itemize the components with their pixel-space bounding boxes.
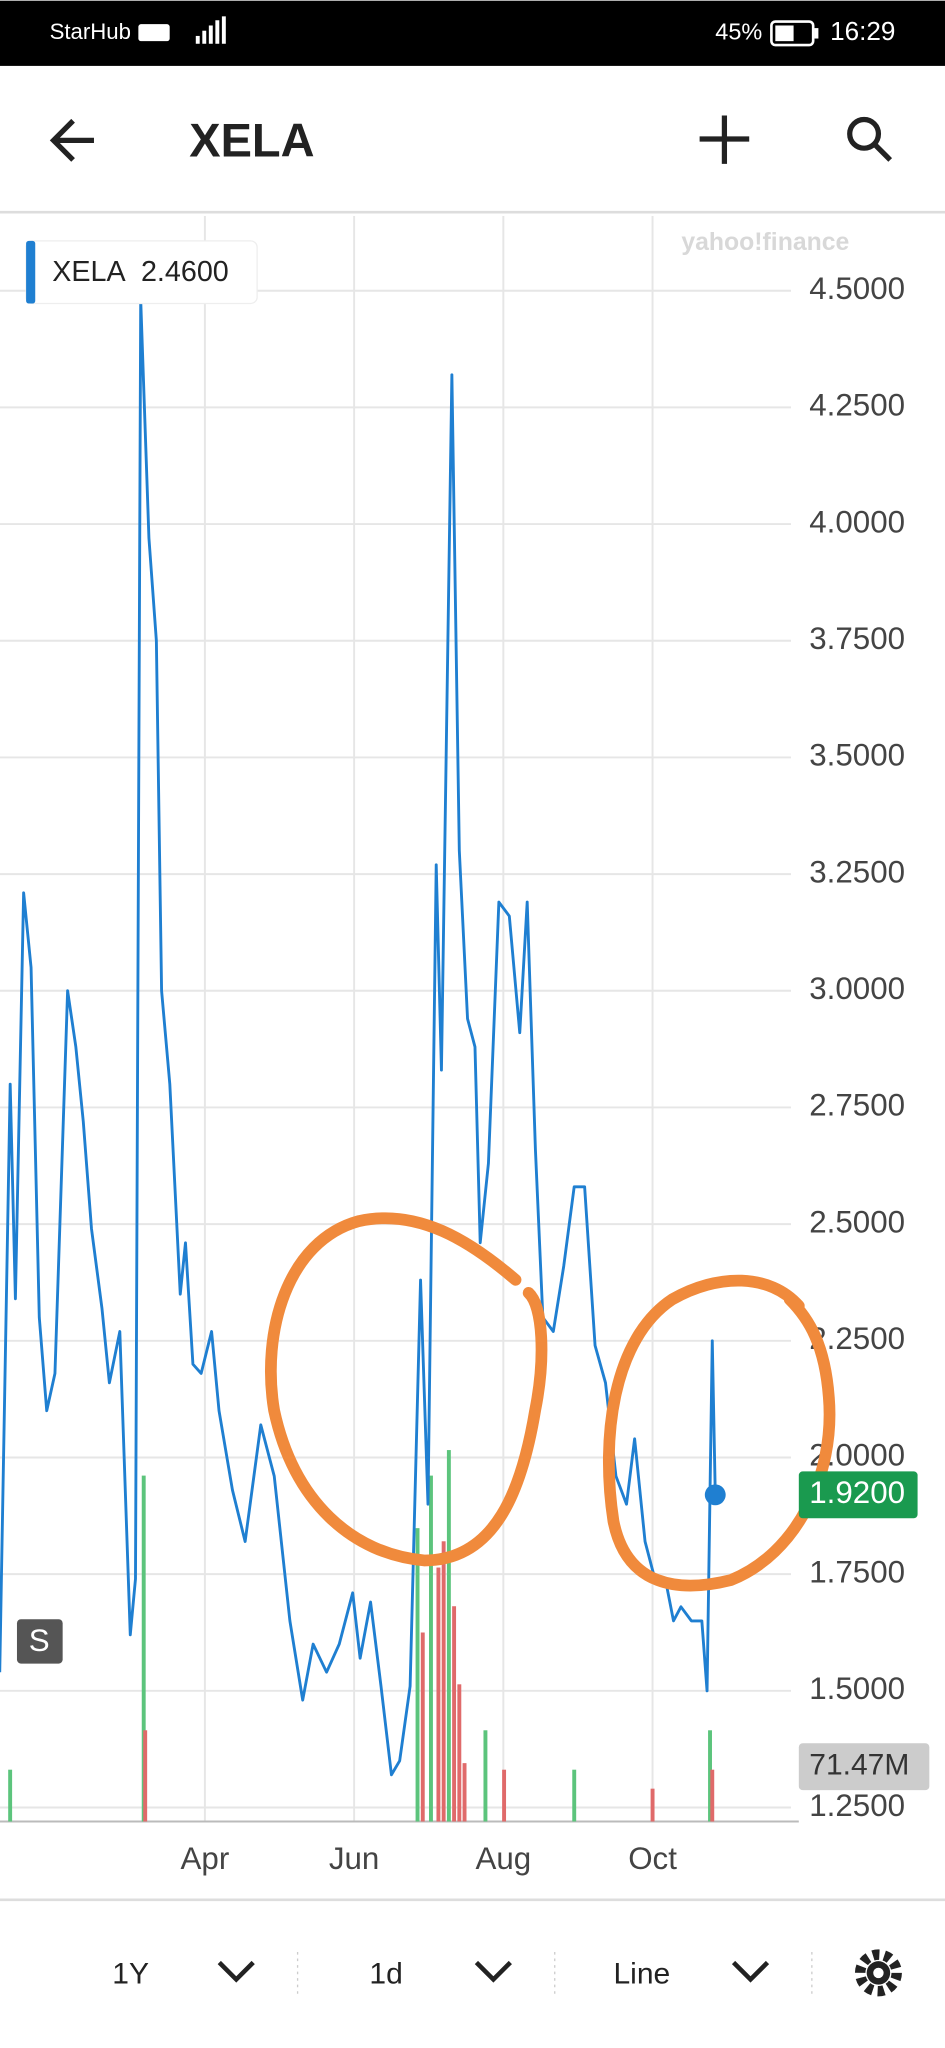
volume-bar — [8, 1769, 13, 1822]
volume-bar — [441, 1541, 446, 1822]
legend-swatch — [26, 240, 36, 304]
y-tick-label: 3.5000 — [809, 738, 905, 773]
signal-icon — [195, 16, 226, 44]
x-tick-label: Apr — [181, 1841, 230, 1876]
volume-bar — [429, 1475, 433, 1822]
y-tick-label: 2.5000 — [809, 1204, 905, 1239]
volume-bar — [462, 1763, 467, 1822]
y-tick-label: 3.0000 — [809, 971, 905, 1006]
volume-bar — [483, 1730, 488, 1822]
back-button[interactable] — [49, 118, 94, 162]
clock: 16:29 — [830, 16, 895, 46]
volume-bar — [436, 1567, 441, 1822]
price-label-bg — [798, 1471, 918, 1519]
x-tick-label: Jun — [329, 1841, 380, 1876]
badge-bg — [16, 1619, 63, 1664]
volume-bar — [457, 1684, 462, 1822]
carrier: StarHub — [50, 19, 131, 44]
interval-chevron[interactable] — [474, 1960, 512, 1983]
volume-label-bg — [798, 1743, 930, 1791]
range-chevron[interactable] — [217, 1960, 255, 1983]
y-tick-label: 2.7500 — [809, 1088, 905, 1123]
battery-percent: 45% — [715, 19, 762, 45]
y-tick-label: 3.2500 — [809, 854, 905, 889]
y-tick-label: 1.2500 — [809, 1788, 905, 1823]
legend-label: XELA — [52, 256, 126, 288]
chart: yahoo!finance1.25001.50001.75002.00002.2… — [0, 216, 930, 1876]
price-line — [0, 298, 717, 1777]
badge: S — [29, 1623, 50, 1658]
y-tick-label: 4.5000 — [809, 271, 905, 306]
y-tick-label: 1.5000 — [809, 1671, 905, 1706]
battery-icon — [770, 20, 819, 47]
volume-bar — [143, 1730, 148, 1822]
x-tick-label: Aug — [475, 1841, 531, 1876]
search-button[interactable] — [847, 116, 893, 162]
annotation-circle — [265, 1212, 548, 1567]
watermark: yahoo!finance — [681, 229, 849, 256]
chart-type-chevron[interactable] — [731, 1960, 770, 1983]
volume-bar — [502, 1769, 507, 1822]
settings-button[interactable] — [854, 1949, 902, 1997]
legend-value: 2.4600 — [141, 256, 229, 288]
current-point — [704, 1484, 726, 1506]
range-select[interactable]: 1Y — [112, 1957, 149, 1990]
volume-bar — [420, 1632, 425, 1822]
volume-bar — [415, 1528, 420, 1822]
y-tick-label: 1.7500 — [809, 1554, 905, 1589]
x-tick-label: Oct — [628, 1841, 677, 1876]
volte-icon — [138, 24, 170, 42]
price-label: 1.9200 — [809, 1475, 905, 1510]
add-button[interactable] — [699, 115, 750, 164]
volume-label: 71.47M — [809, 1749, 909, 1782]
interval-select[interactable]: 1d — [369, 1957, 402, 1990]
y-tick-label: 3.7500 — [809, 621, 905, 656]
volume-bar — [446, 1450, 451, 1822]
chart-type-select[interactable]: Line — [613, 1957, 670, 1990]
y-tick-label: 4.2500 — [809, 388, 905, 423]
volume-bar — [708, 1730, 712, 1822]
annotation-circle — [603, 1274, 836, 1592]
volume-bar — [650, 1788, 655, 1822]
header — [0, 65, 945, 213]
volume-bar — [452, 1606, 457, 1822]
y-tick-label: 4.0000 — [809, 504, 905, 539]
volume-bar — [141, 1475, 146, 1822]
ticker-title: XELA — [189, 114, 314, 167]
volume-bar — [572, 1769, 577, 1822]
toolbar — [0, 1899, 945, 2048]
volume-bar — [710, 1769, 715, 1822]
